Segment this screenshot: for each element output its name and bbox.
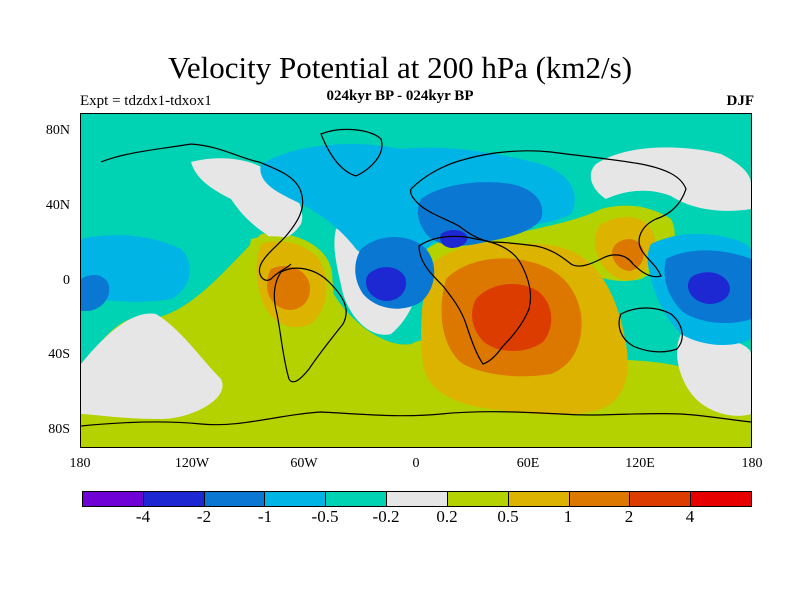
lon-tick-0: 0 [412, 456, 420, 471]
coast-europe-asia [409, 150, 687, 278]
colorbar-label: 2 [624, 507, 634, 526]
plot-title: Velocity Potential at 200 hPa (km2/s) [167, 50, 633, 85]
lon-tick-180w: 180 [69, 456, 91, 471]
colorbar [82, 491, 752, 507]
map-svg [81, 114, 751, 447]
coast-australia [618, 307, 683, 353]
colorbar-segment [83, 492, 144, 506]
experiment-label: Expt = tdzdx1-tdxox1 [80, 93, 212, 109]
season-label: DJF [726, 93, 755, 109]
colorbar-segment [387, 492, 448, 506]
lon-tick-120w: 120W [174, 456, 210, 471]
coastlines [81, 128, 751, 427]
lon-tick-60w: 60W [290, 456, 318, 471]
colorbar-segment [326, 492, 388, 506]
colorbar-label: -0.2 [372, 507, 400, 526]
lat-tick-80s: 80S [48, 422, 70, 437]
colorbar-label: 4 [685, 507, 695, 526]
coast-antarctica [81, 411, 751, 427]
lat-tick-40n: 40N [45, 198, 70, 213]
field-asia-darkorange [612, 239, 644, 271]
colorbar-label: 0.5 [497, 507, 519, 526]
field-west-pacific-blue-mid [81, 274, 110, 311]
colorbar-segment [265, 492, 327, 506]
field-southwest-white [81, 313, 223, 419]
colorbar-segment [143, 492, 205, 506]
colorbar-segment [447, 492, 509, 506]
field-pacific-white [676, 334, 751, 416]
field-eurasia-blue-mid [417, 182, 543, 246]
plot-subtitle: 024kyr BP - 024kyr BP [326, 88, 474, 104]
lon-tick-120e: 120E [625, 456, 655, 471]
field-north-pacific-white [590, 147, 751, 211]
colorbar-label: -0.5 [311, 507, 339, 526]
lat-tick-40s: 40S [48, 347, 70, 362]
colorbar-segment [691, 492, 751, 506]
coast-africa [418, 235, 532, 365]
map-panel [80, 113, 752, 448]
field-africa-red [472, 283, 552, 351]
lat-tick-0: 0 [63, 273, 70, 288]
lon-tick-60e: 60E [516, 456, 540, 471]
colorbar-label: -4 [135, 507, 151, 526]
colorbar-segment [508, 492, 570, 506]
lon-tick-180e: 180 [741, 456, 763, 471]
coast-south-america [273, 267, 347, 383]
colorbar-label: 0.2 [436, 507, 458, 526]
colorbar-segment [569, 492, 631, 506]
colorbar-label: 1 [563, 507, 573, 526]
field-mideast-blue-dark [440, 230, 468, 248]
coast-north-america [100, 143, 304, 281]
lat-tick-80n: 80N [45, 123, 70, 138]
colorbar-segment [204, 492, 266, 506]
field-atlantic-blue-dark [366, 267, 407, 301]
colorbar-label: -2 [196, 507, 212, 526]
colorbar-label: -1 [257, 507, 273, 526]
field-pacific-blue-dark [687, 272, 730, 304]
colorbar-segment [630, 492, 692, 506]
coast-greenland [320, 128, 383, 177]
